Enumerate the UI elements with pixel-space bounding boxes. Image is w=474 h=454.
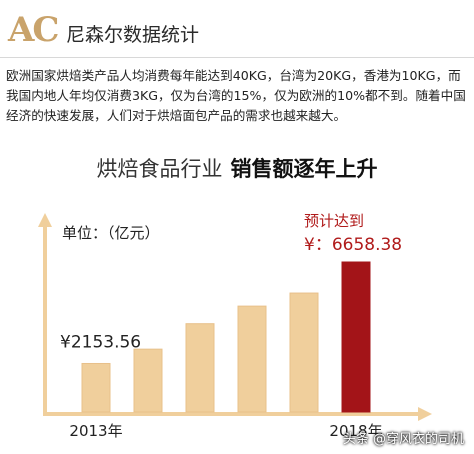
logo: AC — [8, 10, 59, 50]
unit-label: 单位：（亿元） — [62, 224, 160, 242]
bar-2014年 — [133, 348, 163, 413]
chart-title-light: 烘焙食品行业 — [96, 157, 223, 181]
chart-title: 烘焙食品行业 销售额逐年上升 — [0, 153, 474, 183]
header-divider — [0, 57, 474, 58]
bar-2015年 — [185, 323, 215, 413]
x-axis-arrow — [418, 407, 432, 421]
y-axis-arrow — [38, 213, 52, 227]
bar-2018年 — [341, 261, 371, 413]
x-tick-label: 2013年 — [69, 422, 122, 440]
bar-2016年 — [237, 305, 267, 413]
y-axis-line — [43, 224, 47, 416]
chart-axes — [38, 213, 432, 421]
x-tick-label: 2018年 — [329, 422, 382, 440]
forecast-label: 预计达到 — [304, 212, 364, 230]
watermark: 头条 @穿风衣的司机 — [342, 432, 464, 447]
bars-group — [81, 261, 371, 413]
intro-paragraph: 欧洲国家烘焙类产品人均消费每年能达到40KG，台湾为20KG，香港为10KG，而… — [6, 68, 466, 123]
bar-2017年 — [289, 292, 319, 413]
chart-title-bold: 销售额逐年上升 — [230, 157, 378, 181]
header: AC 尼森尔数据统计 — [0, 0, 474, 58]
x-axis-line — [43, 412, 420, 416]
bar-2013年 — [81, 362, 111, 413]
labels-group: 2013年 2018年 ¥2153.56 预计达到 ¥：6658.38 — [60, 212, 402, 440]
first-value-label: ¥2153.56 — [60, 332, 141, 352]
last-value-label: ¥：6658.38 — [304, 235, 402, 255]
header-title: 尼森尔数据统计 — [66, 24, 200, 46]
